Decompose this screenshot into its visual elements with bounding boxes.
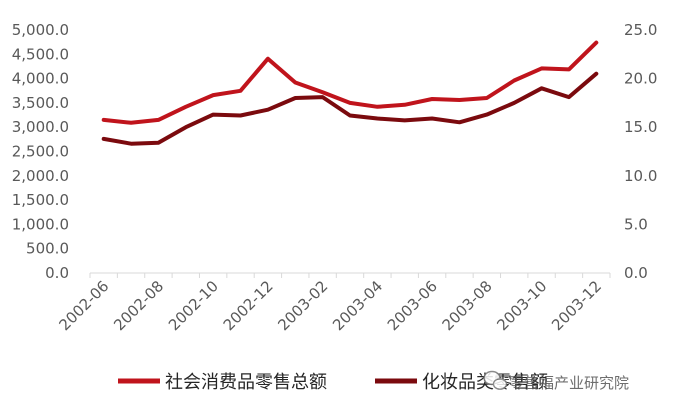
left-y-tick-label: 4,000.0 [12, 70, 69, 88]
left-y-axis: 0.0 500.0 1,000.0 1,500.0 2,000.0 2,500.0 3,00… [12, 21, 69, 282]
x-tick-label: 2003-02 [274, 277, 331, 334]
x-tick-label: 2002-10 [165, 277, 222, 334]
x-tick-label: 2003-06 [384, 277, 441, 334]
right-y-tick-label: 20.0 [624, 70, 657, 88]
x-tick-label: 2002-06 [55, 277, 112, 334]
x-tick-label: 2003-12 [548, 277, 605, 334]
right-y-tick-label: 0.0 [624, 264, 648, 282]
x-tick-label: 2003-08 [439, 277, 496, 334]
series-line-0 [101, 40, 599, 125]
left-y-tick-label: 3,500.0 [12, 94, 69, 112]
watermark: 零售福产业研究院 [483, 370, 629, 392]
legend-label-cosmetics: 化妆品类零售额 [422, 372, 548, 393]
right-y-tick-label: 5.0 [624, 215, 648, 233]
left-y-tick-label: 500.0 [26, 240, 69, 258]
legend: 社会消费品零售总额 化妆品类零售额 [118, 372, 548, 393]
x-axis: 2002-062002-082002-102002-122003-022003-… [55, 273, 611, 334]
series-line-1 [101, 71, 599, 146]
left-y-tick-label: 1,000.0 [12, 215, 69, 233]
legend-label-retail-total: 社会消费品零售总额 [165, 372, 327, 393]
right-y-axis: 0.0 5.0 10.0 15.0 20.0 25.0 [624, 21, 657, 282]
left-y-tick-label: 0.0 [45, 264, 69, 282]
right-y-tick-label: 15.0 [624, 118, 657, 136]
series-layer [101, 40, 599, 146]
x-tick-label: 2003-10 [493, 277, 550, 334]
x-tick-label: 2002-08 [110, 277, 167, 334]
left-y-tick-label: 5,000.0 [12, 21, 69, 39]
right-y-tick-label: 10.0 [624, 167, 657, 185]
left-y-tick-label: 2,000.0 [12, 167, 69, 185]
x-tick-label: 2002-12 [220, 277, 277, 334]
wechat-icon [483, 370, 508, 390]
left-y-tick-label: 2,500.0 [12, 143, 69, 161]
left-y-tick-label: 3,000.0 [12, 118, 69, 136]
watermark-text: 零售福产业研究院 [509, 374, 629, 392]
left-y-tick-label: 4,500.0 [12, 45, 69, 63]
x-tick-label: 2003-04 [329, 277, 386, 334]
left-y-tick-label: 1,500.0 [12, 191, 69, 209]
right-y-tick-label: 25.0 [624, 21, 657, 39]
